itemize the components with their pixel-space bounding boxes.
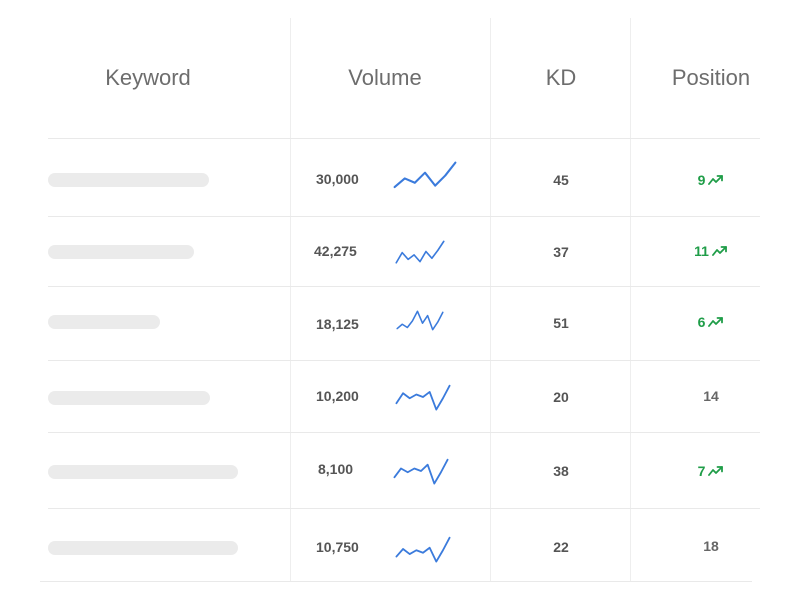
volume-sparkline: [393, 161, 457, 189]
kd-value: 20: [553, 389, 569, 405]
table-row[interactable]: 8,100 38 7: [0, 433, 800, 508]
position-value: 14: [703, 388, 719, 404]
table-row[interactable]: 30,000 45 9: [0, 139, 800, 216]
kd-value: 45: [553, 172, 569, 188]
volume-value: 30,000: [316, 171, 359, 187]
position-value: 18: [703, 538, 719, 554]
row-divider: [48, 360, 760, 361]
kd-value: 22: [553, 539, 569, 555]
kd-value: 51: [553, 315, 569, 331]
table-row[interactable]: 10,750 22 18: [0, 509, 800, 581]
volume-value: 10,750: [316, 539, 359, 555]
table-row[interactable]: 10,200 20 14: [0, 361, 800, 432]
keyword-placeholder: [48, 173, 209, 187]
volume-sparkline: [396, 310, 444, 331]
position-cell: 18: [631, 538, 791, 554]
kd-value: 38: [553, 463, 569, 479]
column-divider: [490, 18, 491, 582]
volume-sparkline: [395, 536, 451, 563]
table-bottom-border: [40, 581, 752, 582]
keyword-placeholder: [48, 541, 238, 555]
volume-value: 18,125: [316, 316, 359, 332]
row-divider: [48, 286, 760, 287]
volume-value: 10,200: [316, 388, 359, 404]
volume-sparkline: [395, 240, 445, 264]
volume-value: 42,275: [314, 243, 357, 259]
position-cell: 6: [631, 314, 791, 330]
column-header-keyword[interactable]: Keyword: [105, 65, 191, 90]
keyword-placeholder: [48, 315, 160, 329]
column-header-kd[interactable]: KD: [545, 65, 577, 90]
position-value: 7: [697, 463, 706, 479]
position-cell: 9: [631, 172, 791, 188]
row-divider: [48, 216, 760, 217]
column-divider: [630, 18, 631, 582]
volume-sparkline: [395, 384, 451, 411]
kd-value: 37: [553, 244, 569, 260]
header-divider: [48, 138, 760, 139]
column-header-position[interactable]: Position: [671, 65, 751, 90]
position-cell: 14: [631, 388, 791, 404]
column-header-volume[interactable]: Volume: [348, 65, 422, 90]
position-value: 6: [697, 314, 706, 330]
position-cell: 7: [631, 463, 791, 479]
trending-up-icon: [712, 246, 727, 256]
keyword-placeholder: [48, 465, 238, 479]
trending-up-icon: [708, 175, 724, 185]
volume-sparkline: [393, 458, 449, 485]
position-cell: 11: [631, 243, 791, 259]
volume-value: 8,100: [318, 461, 354, 477]
position-value: 9: [697, 172, 706, 188]
trending-up-icon: [708, 317, 724, 327]
trending-up-icon: [708, 466, 724, 476]
column-divider: [290, 18, 291, 582]
keyword-placeholder: [48, 391, 210, 405]
row-divider: [48, 508, 760, 509]
keyword-placeholder: [48, 245, 194, 259]
position-value: 11: [694, 243, 709, 259]
row-divider: [48, 432, 760, 433]
table-row[interactable]: 42,275 37 11: [0, 217, 800, 286]
table-row[interactable]: 18,125 51 6: [0, 287, 800, 360]
